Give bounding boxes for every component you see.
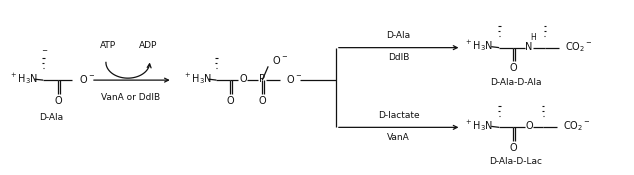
Text: O: O — [226, 96, 234, 106]
Text: P: P — [259, 74, 265, 84]
Text: D-Ala-D-Ala: D-Ala-D-Ala — [490, 78, 542, 87]
Text: O: O — [259, 96, 266, 106]
Text: D-Ala: D-Ala — [387, 31, 411, 40]
Text: O: O — [509, 143, 517, 153]
Text: $^+$H$_3$N: $^+$H$_3$N — [10, 71, 39, 86]
Text: O$^-$: O$^-$ — [272, 54, 288, 66]
Text: O$^-$: O$^-$ — [79, 73, 95, 85]
Text: O$^-$: O$^-$ — [286, 73, 302, 85]
Text: VanA: VanA — [387, 133, 410, 142]
Text: ADP: ADP — [139, 41, 157, 50]
Text: N: N — [526, 42, 533, 52]
Text: $^+$H$_3$N: $^+$H$_3$N — [183, 71, 212, 86]
Text: D-Ala: D-Ala — [39, 113, 63, 122]
Text: O: O — [55, 96, 62, 106]
Text: CO$_2$$^-$: CO$_2$$^-$ — [565, 40, 593, 54]
Text: CO$_2$$^-$: CO$_2$$^-$ — [563, 120, 590, 133]
Text: D-Ala-D-Lac: D-Ala-D-Lac — [489, 157, 543, 166]
Text: $^+$H$_3$N: $^+$H$_3$N — [464, 38, 494, 53]
Text: ─: ─ — [42, 48, 46, 54]
Text: H: H — [530, 33, 536, 42]
Text: VanA or DdlB: VanA or DdlB — [101, 93, 160, 102]
Text: ATP: ATP — [100, 41, 116, 50]
Text: O: O — [525, 121, 533, 131]
Text: O: O — [509, 63, 517, 73]
Text: O: O — [240, 74, 247, 84]
Text: DdlB: DdlB — [388, 53, 410, 62]
Text: $^+$H$_3$N: $^+$H$_3$N — [464, 118, 494, 133]
Text: D-lactate: D-lactate — [378, 111, 420, 120]
